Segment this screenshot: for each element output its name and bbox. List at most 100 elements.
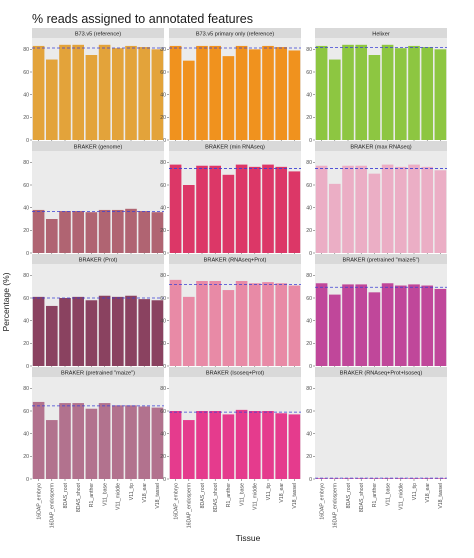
facet-panel: BRAKER (genome) 0 20 40 60 80 <box>23 141 164 257</box>
bar <box>355 478 368 479</box>
bar <box>59 403 71 479</box>
y-tick-label: 0 <box>163 251 166 257</box>
bar <box>394 48 407 141</box>
bar <box>182 296 195 366</box>
bar <box>209 165 222 253</box>
y-tick-label: 40 <box>160 92 166 98</box>
bar <box>138 47 151 140</box>
bar <box>45 305 58 366</box>
facet-strip <box>32 367 164 377</box>
y-tick-label: 80 <box>306 273 312 279</box>
y-tick-label: 40 <box>306 92 312 98</box>
y-tick-label: 20 <box>160 115 166 121</box>
x-tick-label: V11_middle <box>253 483 259 510</box>
x-tick-label: 16DAP_embryo <box>36 483 42 520</box>
facet-panel: BRAKER (pretrained "maize") 0 20 40 60 80 16DA… <box>23 367 164 528</box>
x-tick-label: 16DAP_endosperm <box>187 483 193 528</box>
y-tick-label: 80 <box>160 386 166 392</box>
bar <box>32 209 45 253</box>
bar <box>196 45 208 140</box>
facet-panel: BRAKER (RNAseq+Prot) 0 20 40 60 80 <box>160 254 301 370</box>
y-tick-label: 40 <box>23 205 29 211</box>
bar <box>315 45 328 140</box>
facet-panel: BRAKER (Prot) 0 20 40 60 80 <box>23 254 164 370</box>
y-tick-label: 20 <box>23 228 29 234</box>
y-tick-label: 40 <box>306 431 312 437</box>
bar <box>248 283 261 366</box>
bar <box>169 45 182 140</box>
y-tick-label: 60 <box>23 296 29 302</box>
y-tick-label: 0 <box>309 251 312 257</box>
bar <box>72 44 85 140</box>
bar <box>59 298 71 366</box>
bar <box>182 60 195 140</box>
bar <box>394 285 407 366</box>
y-tick-label: 60 <box>306 70 312 76</box>
facet-panel: B73.v5 (reference) 0 20 40 60 80 <box>23 28 164 144</box>
bar <box>196 165 208 253</box>
bar <box>125 295 137 366</box>
bar <box>381 478 394 479</box>
facet-strip-label: BRAKER (pretrained "maize5") <box>342 258 419 264</box>
bar <box>262 45 274 140</box>
facet-strip <box>169 141 301 151</box>
facet-strip-label: BRAKER (Prot) <box>79 258 118 264</box>
facet-strip-label: B73.v5 primary only (reference) <box>196 32 274 38</box>
bar <box>355 284 368 366</box>
bar <box>138 299 151 366</box>
y-tick-label: 20 <box>23 341 29 347</box>
facet-panel: BRAKER (pretrained "maize5") 0 20 40 60 80 <box>306 254 447 370</box>
bar <box>151 407 164 479</box>
bar <box>315 165 328 253</box>
bar <box>408 284 420 366</box>
bar <box>235 409 248 479</box>
x-tick-label: 16DAP_embryo <box>319 483 325 520</box>
bar <box>98 295 111 366</box>
y-tick-label: 80 <box>23 160 29 166</box>
x-tick-label: 8DAS_shoot <box>359 482 365 512</box>
bar <box>169 411 182 479</box>
facet-strip <box>32 141 164 151</box>
y-tick-label: 60 <box>160 70 166 76</box>
bar <box>315 283 328 366</box>
bar <box>182 420 195 479</box>
y-tick-label: 60 <box>160 183 166 189</box>
bar <box>45 420 58 479</box>
x-tick-label: V18_tassel <box>438 483 444 509</box>
x-tick-label: 16DAP_endosperm <box>333 483 339 528</box>
y-tick-label: 80 <box>23 273 29 279</box>
x-tick-label: V18_tassel <box>155 483 161 509</box>
x-tick-label: R1_anther <box>372 483 378 507</box>
bar <box>85 408 98 479</box>
y-tick-label: 80 <box>160 47 166 53</box>
bar <box>408 45 420 140</box>
bar <box>355 44 368 140</box>
y-tick-label: 60 <box>23 183 29 189</box>
bar <box>151 300 164 366</box>
facet-panel: Helixer 0 20 40 60 80 <box>306 28 447 144</box>
bar <box>288 171 301 253</box>
bar <box>381 164 394 253</box>
y-tick-label: 0 <box>309 477 312 483</box>
bar <box>381 44 394 140</box>
bar <box>434 478 447 479</box>
facet-strip <box>315 367 447 377</box>
bar <box>394 478 407 479</box>
y-tick-label: 0 <box>26 364 29 370</box>
bar <box>368 292 381 366</box>
x-tick-label: V11_tip <box>412 483 418 500</box>
y-tick-label: 80 <box>23 47 29 53</box>
bar <box>45 219 58 253</box>
bar <box>32 401 45 479</box>
chart-title: % reads assigned to annotated features <box>32 12 253 26</box>
x-tick-label: V11_base <box>102 483 108 506</box>
bar <box>72 296 85 366</box>
bar <box>209 281 222 366</box>
facet-strip-label: BRAKER (max RNAseq) <box>350 145 411 151</box>
bar <box>328 59 341 140</box>
bar <box>342 44 354 140</box>
bar <box>394 166 407 253</box>
y-tick-label: 40 <box>306 318 312 324</box>
y-tick-label: 60 <box>306 183 312 189</box>
